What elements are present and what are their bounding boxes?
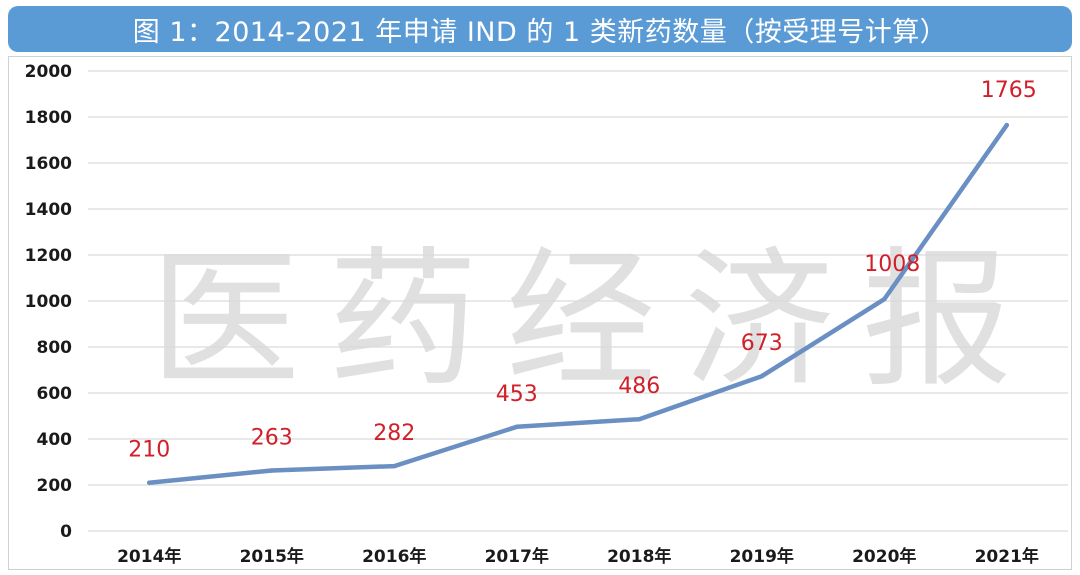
x-tick-label: 2016年 xyxy=(362,546,426,567)
y-tick-label: 2000 xyxy=(25,62,72,82)
data-label: 486 xyxy=(618,374,660,399)
series-line xyxy=(147,122,1010,485)
x-tick-label: 2021年 xyxy=(975,546,1039,567)
y-tick-label: 800 xyxy=(37,338,73,358)
y-tick-label: 1000 xyxy=(25,292,72,312)
data-point xyxy=(759,374,764,379)
data-label: 673 xyxy=(741,331,783,356)
data-points xyxy=(147,122,1009,485)
x-tick-label: 2018年 xyxy=(607,546,671,567)
data-point xyxy=(514,424,519,430)
y-tick-label: 200 xyxy=(37,476,73,496)
data-point xyxy=(1004,122,1009,128)
y-tick-label: 1400 xyxy=(25,200,72,220)
y-axis-ticks: 0 200 400 600 800 1000 1200 1400 1600 1800 2000 xyxy=(25,62,72,542)
data-point xyxy=(269,468,274,473)
x-tick-label: 2017年 xyxy=(485,546,549,567)
chart-area xyxy=(8,56,1072,570)
chart-title-bar: 图 1：2014-2021 年申请 IND 的 1 类新药数量（按受理号计算） xyxy=(8,6,1072,52)
data-labels: 210 263 282 453 486 673 1008 1765 xyxy=(128,78,1037,463)
x-tick-label: 2015年 xyxy=(240,546,304,567)
data-point xyxy=(392,463,397,469)
data-point xyxy=(882,296,887,302)
y-tick-label: 1800 xyxy=(25,108,72,128)
data-label: 1008 xyxy=(864,252,920,277)
data-label: 282 xyxy=(373,421,415,446)
x-tick-label: 2014年 xyxy=(117,546,181,567)
watermark-text: 医药经济报 xyxy=(150,234,1040,408)
grid-lines xyxy=(88,70,1068,532)
data-point xyxy=(637,417,642,422)
y-tick-label: 1600 xyxy=(25,154,72,174)
y-tick-label: 600 xyxy=(37,384,73,404)
data-label: 1765 xyxy=(981,78,1037,103)
y-tick-label: 1200 xyxy=(25,246,72,266)
y-tick-label: 400 xyxy=(37,430,73,450)
data-point xyxy=(147,480,152,485)
x-tick-label: 2019年 xyxy=(730,546,794,567)
chart-title: 图 1：2014-2021 年申请 IND 的 1 类新药数量（按受理号计算） xyxy=(132,16,948,48)
data-label: 263 xyxy=(251,426,293,451)
x-axis-ticks: 2014年 2015年 2016年 2017年 2018年 2019年 2020年 2021年 xyxy=(117,546,1039,567)
y-tick-label: 0 xyxy=(60,522,72,542)
x-tick-label: 2020年 xyxy=(852,546,916,567)
data-label: 453 xyxy=(496,382,538,407)
data-label: 210 xyxy=(128,438,170,463)
